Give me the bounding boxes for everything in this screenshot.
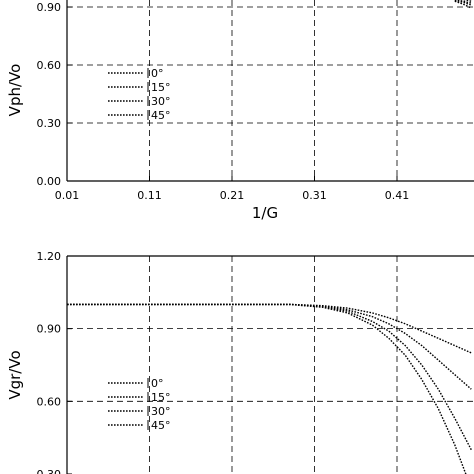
y-tick-label: 1.20	[37, 250, 62, 263]
x-tick-label: 0.11	[137, 189, 162, 202]
vph-chart-panel: 0.00 0.30 0.60 0.90 0.01 0.11 0.21 0.31 0.41 Vph…	[6, 0, 474, 222]
legend-label: 30°	[151, 95, 171, 108]
grid	[67, 0, 474, 181]
legend-label: 45°	[151, 419, 171, 432]
series-line-2	[454, 0, 472, 4]
y-tick-label: 0.30	[37, 468, 62, 474]
legend-label: 15°	[151, 81, 171, 94]
legend-label: 45°	[151, 109, 171, 122]
tick-labels: 0.30 0.60 0.90 1.20	[37, 250, 72, 474]
series-line-1	[454, 0, 472, 6]
vgr-chart-panel: 0.30 0.60 0.90 1.20 Vgr/Vo 0°15°30°45°	[6, 250, 474, 474]
tick-labels: 0.00 0.30 0.60 0.90 0.01 0.11 0.21 0.31 0.41	[37, 1, 410, 202]
y-tick-label: 0.60	[37, 59, 62, 72]
x-tick-label: 0.41	[385, 189, 410, 202]
series-line-3	[67, 303, 467, 474]
y-axis-label: Vph/Vo	[6, 64, 24, 117]
series-line-3	[462, 0, 472, 2]
legend-label: 30°	[151, 405, 171, 418]
legend-label: 15°	[151, 391, 171, 404]
y-tick-label: 0.90	[37, 323, 62, 336]
legend-label: 0°	[151, 67, 164, 80]
x-tick-label: 0.21	[220, 189, 245, 202]
series-line-2	[67, 303, 472, 451]
y-tick-label: 0.00	[37, 175, 62, 188]
y-tick-label: 0.30	[37, 117, 62, 130]
y-tick-label: 0.90	[37, 1, 62, 14]
x-axis-label: 1/G	[252, 204, 278, 222]
series-line-1	[67, 303, 472, 390]
series-group	[67, 303, 472, 474]
legend-label: 0°	[151, 377, 164, 390]
y-tick-label: 0.60	[37, 395, 62, 408]
x-tick-label: 0.31	[302, 189, 327, 202]
grid	[67, 256, 474, 474]
legend: 0°15°30°45°	[108, 377, 171, 432]
legend: 0°15°30°45°	[108, 67, 171, 122]
x-tick-label: 0.01	[55, 189, 80, 202]
y-axis-label: Vgr/Vo	[6, 350, 24, 399]
